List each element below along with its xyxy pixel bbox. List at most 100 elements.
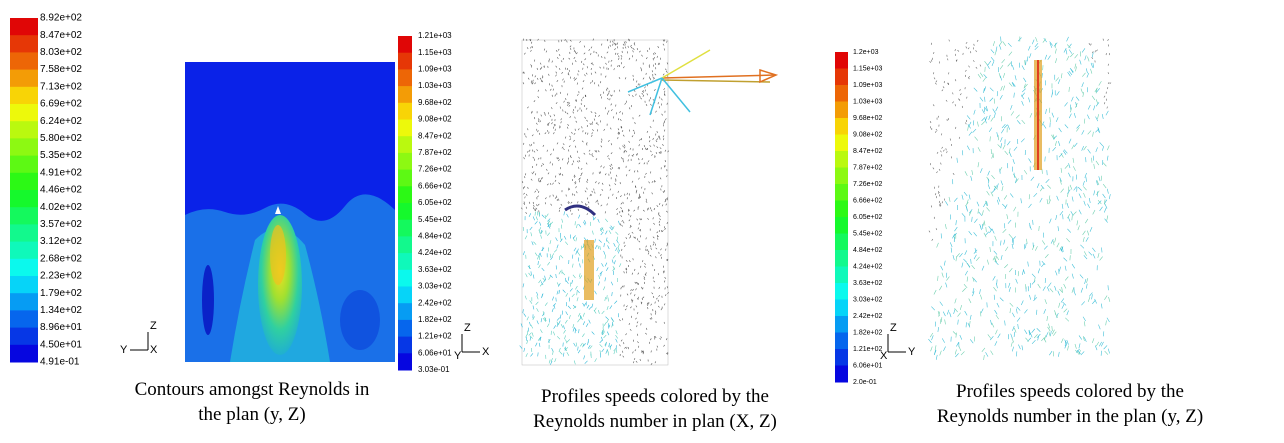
- vector: [1082, 335, 1085, 341]
- colorbar-segment: [835, 167, 848, 185]
- vector: [1071, 273, 1074, 279]
- vector: [935, 82, 937, 85]
- vector: [666, 175, 668, 178]
- vector: [1088, 251, 1093, 256]
- vector: [1053, 331, 1057, 336]
- vector: [656, 55, 658, 58]
- vector: [624, 102, 626, 105]
- vector: [635, 59, 637, 62]
- vector: [609, 188, 612, 191]
- colorbar-label: 9.08e+02: [853, 131, 882, 138]
- vector: [638, 114, 641, 117]
- colorbar-segment: [398, 219, 412, 237]
- vector: [649, 207, 652, 210]
- vector: [661, 98, 663, 101]
- vector: [524, 52, 526, 55]
- vector: [527, 77, 530, 80]
- colorbar-segment: [10, 104, 38, 122]
- vector: [1027, 286, 1030, 292]
- vector: [560, 60, 563, 63]
- vector: [606, 331, 610, 336]
- vector: [603, 286, 606, 291]
- vector: [568, 145, 571, 148]
- vector: [595, 181, 597, 184]
- vector: [959, 253, 963, 258]
- vector: [1056, 242, 1060, 248]
- vector: [950, 247, 953, 253]
- vector: [972, 128, 977, 133]
- vector: [1106, 106, 1108, 109]
- vector: [994, 235, 997, 241]
- vector: [587, 345, 591, 349]
- vector: [616, 52, 619, 55]
- vector: [966, 115, 971, 120]
- vector: [938, 190, 940, 194]
- colorbar-label: 2.42e+02: [418, 298, 452, 307]
- vector: [637, 158, 640, 161]
- vector: [983, 87, 985, 93]
- vector: [627, 159, 629, 162]
- vector: [952, 173, 955, 175]
- vector: [558, 54, 561, 57]
- vector: [994, 260, 999, 265]
- vector: [576, 297, 579, 302]
- vector: [1099, 341, 1102, 347]
- vector: [1095, 116, 1099, 122]
- vector: [542, 277, 546, 282]
- vector: [993, 294, 995, 300]
- vector: [650, 363, 653, 365]
- vector: [1000, 180, 1003, 186]
- vector: [939, 301, 943, 306]
- vector: [654, 88, 656, 91]
- vector: [969, 339, 974, 344]
- vector: [1071, 96, 1074, 102]
- vector: [657, 305, 660, 308]
- vector: [591, 190, 594, 193]
- vector: [659, 337, 662, 340]
- vector: [1033, 192, 1038, 198]
- vector: [1041, 240, 1046, 245]
- vector: [524, 154, 527, 157]
- vector: [601, 336, 603, 341]
- axis-label: Z: [464, 322, 471, 334]
- vector: [628, 93, 630, 97]
- vector: [1077, 225, 1080, 231]
- vector: [630, 306, 632, 309]
- vector: [599, 344, 603, 348]
- vector: [575, 186, 577, 189]
- vector: [546, 221, 550, 225]
- vector: [1001, 186, 1004, 192]
- vector: [663, 271, 665, 274]
- vector: [1042, 286, 1046, 291]
- vector: [931, 306, 936, 311]
- vector: [1023, 83, 1026, 89]
- vector: [539, 77, 542, 80]
- vector: [958, 346, 962, 352]
- vector: [617, 128, 620, 131]
- vector: [1087, 104, 1091, 110]
- vector: [533, 150, 536, 153]
- vector: [663, 39, 666, 42]
- vector: [1095, 341, 1100, 347]
- vector: [603, 128, 605, 131]
- vector: [580, 342, 583, 347]
- vector: [542, 318, 546, 322]
- vector: [655, 110, 657, 113]
- vector: [565, 280, 569, 284]
- vector: [577, 208, 580, 211]
- vector: [965, 205, 968, 211]
- vector: [605, 342, 607, 347]
- vector: [1083, 321, 1086, 327]
- vector: [525, 333, 528, 338]
- vector: [541, 247, 545, 252]
- vector: [654, 52, 656, 55]
- vector: [550, 361, 553, 365]
- vector: [574, 182, 577, 185]
- vector: [984, 118, 987, 124]
- vector: [557, 48, 560, 51]
- vector: [954, 349, 957, 355]
- vector: [564, 277, 567, 282]
- vector: [535, 301, 539, 305]
- vector: [590, 111, 593, 113]
